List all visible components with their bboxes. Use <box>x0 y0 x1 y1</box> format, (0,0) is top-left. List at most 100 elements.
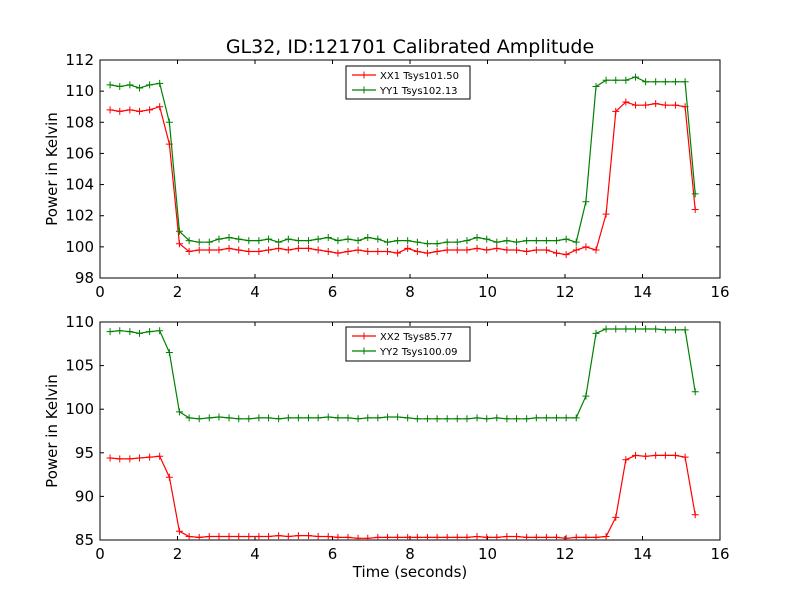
legend: XX2 Tsys85.77 YY2 Tsys100.09 <box>345 326 471 362</box>
data-point-marker <box>384 413 392 421</box>
data-point-marker <box>582 243 590 251</box>
data-point-marker <box>314 235 322 243</box>
data-point-marker <box>324 413 332 421</box>
data-point-marker <box>106 81 114 89</box>
data-point-marker <box>106 454 114 462</box>
x-tick-label: 12 <box>555 283 574 301</box>
data-point-marker <box>126 328 134 336</box>
data-point-marker <box>582 533 590 540</box>
data-point-marker <box>235 533 243 540</box>
legend-label: YY2 Tsys100.09 <box>379 347 458 358</box>
x-tick-label: 2 <box>173 283 183 301</box>
data-point-marker <box>185 248 193 256</box>
data-point-marker <box>612 513 620 521</box>
data-point-marker <box>671 326 679 334</box>
data-point-marker <box>612 325 620 333</box>
data-point-marker <box>165 118 173 126</box>
data-point-marker <box>404 414 412 422</box>
data-point-marker <box>642 452 650 460</box>
data-point-marker <box>265 235 273 243</box>
data-point-marker <box>255 533 263 540</box>
y-tick-label: 108 <box>65 113 94 131</box>
data-point-marker <box>493 533 501 540</box>
x-tick-label: 4 <box>250 545 260 563</box>
data-point-marker <box>334 237 342 245</box>
data-point-marker <box>453 533 461 540</box>
x-tick-label: 0 <box>95 545 105 563</box>
data-point-marker <box>126 455 134 463</box>
data-point-marker <box>691 205 699 213</box>
data-point-marker <box>483 235 491 243</box>
y-axis-label: Power in Kelvin <box>43 112 61 226</box>
data-point-marker <box>453 238 461 246</box>
data-point-marker <box>413 415 421 423</box>
data-point-marker <box>354 415 362 423</box>
x-tick-label: 0 <box>95 283 105 301</box>
data-point-marker <box>294 237 302 245</box>
y-tick-label: 100 <box>65 400 94 418</box>
data-point-marker <box>106 106 114 114</box>
y-tick-label: 100 <box>65 238 94 256</box>
data-point-marker <box>582 198 590 206</box>
data-point-marker <box>106 328 114 336</box>
data-point-marker <box>582 392 590 400</box>
data-point-marker <box>245 248 253 256</box>
data-point-marker <box>661 451 669 459</box>
data-point-marker <box>324 533 332 540</box>
series-1 <box>106 98 699 259</box>
data-point-marker <box>671 78 679 86</box>
data-point-marker <box>443 415 451 423</box>
data-point-marker <box>503 415 511 423</box>
y-tick-label: 110 <box>65 313 94 331</box>
data-point-marker <box>185 414 193 422</box>
data-point-marker <box>592 533 600 540</box>
data-point-marker <box>344 248 352 256</box>
data-point-marker <box>116 455 124 463</box>
data-point-marker <box>423 533 431 540</box>
data-point-marker <box>443 238 451 246</box>
data-point-marker <box>205 238 213 246</box>
data-point-marker <box>225 234 233 242</box>
data-point-marker <box>225 244 233 252</box>
data-point-marker <box>294 244 302 252</box>
data-point-marker <box>661 101 669 109</box>
y-tick-label: 102 <box>65 207 94 225</box>
x-tick-label: 12 <box>555 545 574 563</box>
data-point-marker <box>126 81 134 89</box>
legend-label: XX2 Tsys85.77 <box>380 332 453 343</box>
data-point-marker <box>354 534 362 540</box>
data-point-marker <box>453 246 461 254</box>
data-point-marker <box>632 101 640 109</box>
legend-label: XX1 Tsys101.50 <box>380 71 459 82</box>
data-point-marker <box>284 414 292 422</box>
data-point-marker <box>344 414 352 422</box>
x-tick-label: 14 <box>633 283 652 301</box>
data-point-marker <box>473 414 481 422</box>
data-point-marker <box>334 249 342 257</box>
data-point-marker <box>661 78 669 86</box>
data-point-marker <box>652 100 660 108</box>
data-point-marker <box>175 227 183 235</box>
data-point-marker <box>205 246 213 254</box>
data-point-marker <box>642 78 650 86</box>
data-point-marker <box>443 533 451 540</box>
data-point-marker <box>503 533 511 540</box>
series-1 <box>106 451 699 540</box>
x-tick-label: 16 <box>710 545 729 563</box>
data-point-marker <box>523 415 531 423</box>
data-point-marker <box>622 76 630 84</box>
data-point-marker <box>185 237 193 245</box>
data-point-marker <box>572 238 580 246</box>
data-point-marker <box>195 238 203 246</box>
data-point-marker <box>215 235 223 243</box>
data-point-marker <box>116 82 124 90</box>
data-point-marker <box>394 413 402 421</box>
x-tick-label: 10 <box>478 545 497 563</box>
data-point-marker <box>324 248 332 256</box>
data-point-marker <box>473 234 481 242</box>
data-point-marker <box>532 237 540 245</box>
data-point-marker <box>364 534 372 540</box>
data-point-marker <box>681 78 689 86</box>
data-point-marker <box>235 235 243 243</box>
